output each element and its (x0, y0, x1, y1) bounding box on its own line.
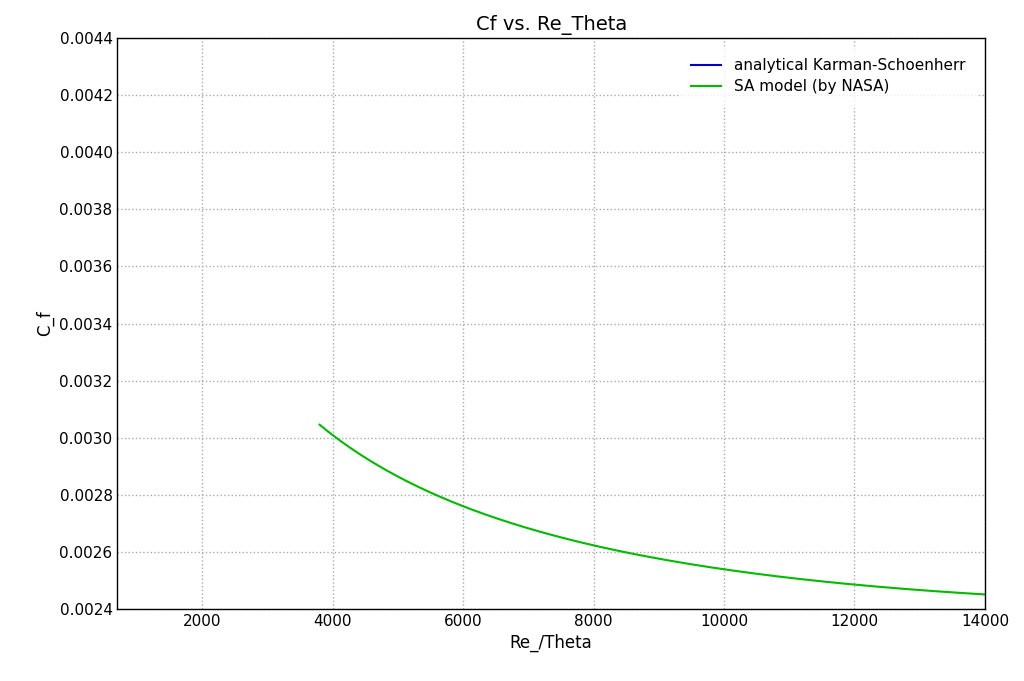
X-axis label: Re_/Theta: Re_/Theta (510, 634, 593, 652)
Legend: analytical Karman-Schoenherr, SA model (by NASA): analytical Karman-Schoenherr, SA model (… (679, 46, 977, 106)
Y-axis label: C_f: C_f (36, 311, 53, 336)
SA model (by NASA) (530, 526, 543, 535)
SA model (by NASA) (577, 539, 589, 547)
SA model (by NASA) (732, 567, 744, 575)
SA model (by NASA) (979, 590, 991, 599)
SA model (by NASA) (794, 575, 806, 583)
SA model (by NASA) (797, 575, 809, 584)
SA model (by NASA) (313, 421, 326, 429)
SA model (by NASA) (393, 473, 406, 481)
Line: SA model (by NASA): SA model (by NASA) (319, 425, 985, 595)
Title: Cf vs. Re_Theta: Cf vs. Re_Theta (475, 15, 627, 35)
